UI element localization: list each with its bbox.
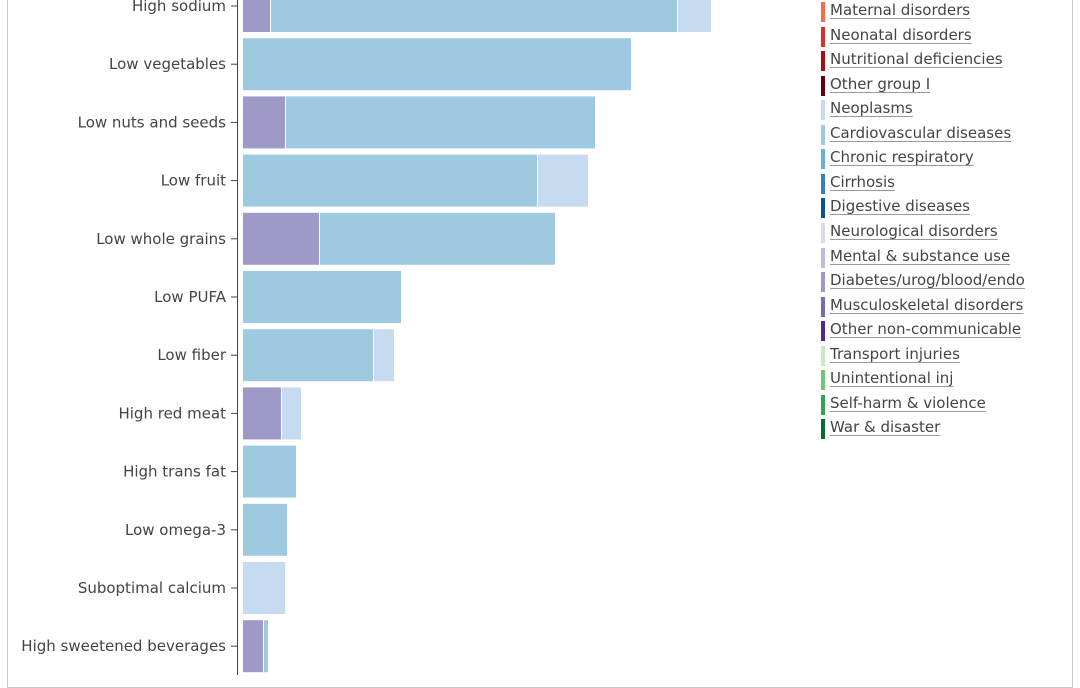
bar-low-fruit-cardiovascular-diseases[interactable] — [243, 154, 537, 207]
bar-low-whole-grains-cardiovascular-diseases[interactable] — [320, 212, 555, 265]
legend-swatch — [821, 100, 825, 121]
legend-label[interactable]: Neurological disorders — [830, 221, 998, 240]
legend-swatch — [821, 272, 825, 293]
bar-low-whole-grains-diabetes-urog-blood-endo[interactable] — [243, 212, 319, 265]
y-tick-labels: High sodium Low vegetables Low nuts and se… — [21, 0, 237, 655]
bar-high-sweetened-beverages-diabetes-urog-blood-endo[interactable] — [243, 620, 263, 673]
bar-low-omega-3-cardiovascular-diseases[interactable] — [243, 503, 287, 556]
bars-group — [243, 0, 711, 673]
legend-swatch — [821, 394, 825, 415]
y-tick-label-low-nuts-and-seeds: Low nuts and seeds — [78, 113, 227, 131]
legend-swatch — [821, 247, 825, 268]
y-tick-label-low-pufa: Low PUFA — [154, 288, 227, 306]
legend-swatch — [821, 296, 825, 317]
legend-label[interactable]: Cirrhosis — [830, 172, 895, 191]
bar-high-trans-fat-cardiovascular-diseases[interactable] — [243, 445, 296, 498]
bar-low-fiber-neoplasms[interactable] — [374, 329, 394, 382]
legend-label[interactable]: Unintentional inj — [830, 369, 954, 388]
bar-low-nuts-and-seeds-diabetes-urog-blood-endo[interactable] — [243, 96, 285, 149]
y-tick-label-low-vegetables: Low vegetables — [109, 55, 226, 73]
legend-swatch — [821, 26, 825, 47]
legend-label[interactable]: Diabetes/urog/blood/endo — [830, 271, 1025, 290]
y-tick-label-low-omega-3: Low omega-3 — [125, 521, 226, 539]
legend-label[interactable]: Other group I — [830, 74, 931, 93]
y-tick-label-low-fruit: Low fruit — [161, 172, 226, 190]
y-tick-label-suboptimal-calcium: Suboptimal calcium — [78, 579, 226, 597]
legend-swatch — [821, 222, 825, 243]
bar-high-sodium-cardiovascular-diseases[interactable] — [271, 0, 677, 32]
legend-label[interactable]: Transport injuries — [830, 344, 960, 363]
y-tick-label-high-red-meat: High red meat — [118, 404, 226, 422]
bar-suboptimal-calcium-neoplasms[interactable] — [243, 562, 285, 614]
y-tick-label-high-sweetened-beverages: High sweetened beverages — [21, 637, 226, 655]
legend-label[interactable]: Mental & substance use — [830, 246, 1011, 265]
legend-swatch — [821, 75, 825, 96]
legend-label[interactable]: War & disaster — [830, 418, 941, 437]
legend-swatch — [821, 419, 825, 440]
legend-label[interactable]: Nutritional deficiencies — [830, 50, 1003, 69]
y-tick-label-low-fiber: Low fiber — [157, 346, 227, 364]
legend-label[interactable]: Musculoskeletal disorders — [830, 295, 1024, 314]
bar-low-vegetables-cardiovascular-diseases[interactable] — [243, 38, 631, 91]
legend-label[interactable]: Cardiovascular diseases — [830, 123, 1012, 142]
bar-low-fruit-neoplasms[interactable] — [538, 154, 588, 207]
bar-high-sodium-neoplasms[interactable] — [678, 0, 711, 32]
legend-swatch — [821, 321, 825, 342]
legend-swatch — [821, 51, 825, 72]
bar-high-red-meat-neoplasms[interactable] — [282, 387, 301, 440]
y-tick-label-low-whole-grains: Low whole grains — [96, 230, 226, 248]
legend-swatch — [821, 124, 825, 145]
bar-low-fiber-cardiovascular-diseases[interactable] — [243, 329, 373, 382]
y-tick-label-high-sodium: High sodium — [132, 0, 226, 15]
bar-high-sodium-diabetes-urog-blood-endo[interactable] — [243, 0, 270, 32]
legend-swatch — [821, 370, 825, 391]
y-tick-label-high-trans-fat: High trans fat — [123, 463, 226, 481]
legend-label[interactable]: Neonatal disorders — [830, 25, 972, 44]
legend-label[interactable]: Maternal disorders — [830, 1, 971, 19]
legend-swatch — [821, 149, 825, 170]
legend-swatch — [821, 2, 825, 22]
legend-label[interactable]: Chronic respiratory — [830, 148, 974, 167]
bar-high-sweetened-beverages-cardiovascular-diseases[interactable] — [264, 620, 268, 673]
bar-high-red-meat-diabetes-urog-blood-endo[interactable] — [243, 387, 281, 440]
legend-swatch — [821, 198, 825, 219]
legend-label[interactable]: Self-harm & violence — [830, 393, 986, 412]
legend-label[interactable]: Other non-communicable — [830, 320, 1022, 339]
legend-label[interactable]: Digestive diseases — [830, 197, 970, 216]
legend-swatch — [821, 345, 825, 366]
legend-swatch — [821, 173, 825, 194]
legend-label[interactable]: Neoplasms — [830, 99, 913, 118]
bar-low-pufa-cardiovascular-diseases[interactable] — [243, 271, 401, 323]
bar-low-nuts-and-seeds-cardiovascular-diseases[interactable] — [286, 96, 595, 149]
